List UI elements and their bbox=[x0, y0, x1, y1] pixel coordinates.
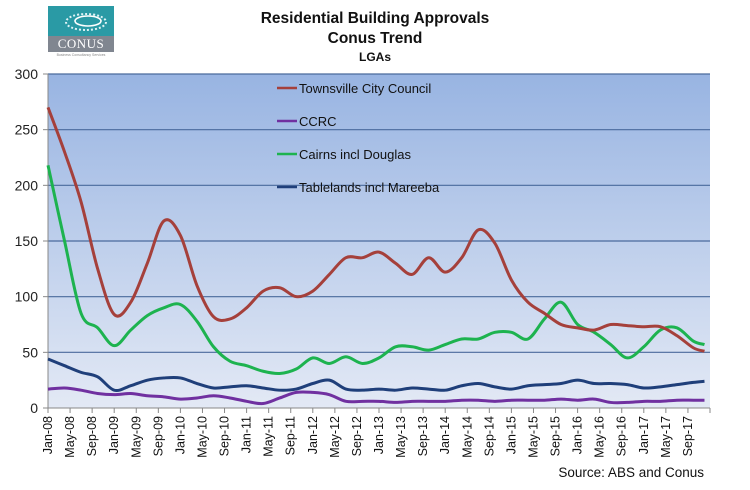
x-tick-label: Jan-15 bbox=[504, 416, 518, 454]
conus-logo: CONUS Business Consultancy Services bbox=[48, 6, 114, 58]
y-tick-label: 100 bbox=[15, 289, 39, 305]
x-tick-label: Jan-14 bbox=[438, 416, 452, 454]
legend-label: Townsville City Council bbox=[299, 81, 431, 96]
y-tick-label: 200 bbox=[15, 177, 39, 193]
legend-label: CCRC bbox=[299, 114, 337, 129]
x-tick-label: Jan-13 bbox=[372, 416, 386, 454]
x-tick-label: May-12 bbox=[328, 416, 342, 458]
series-line-tablelands-incl-mareeba bbox=[47, 357, 705, 392]
series-line-townsville-city-council bbox=[46, 106, 705, 353]
x-tick-label: Sep-17 bbox=[681, 416, 695, 456]
x-tick-label: Sep-08 bbox=[85, 416, 99, 456]
x-tick-label: May-09 bbox=[129, 416, 143, 458]
x-tick-label: Sep-14 bbox=[482, 416, 496, 456]
x-tick-label: May-14 bbox=[460, 416, 474, 458]
y-tick-label: 50 bbox=[22, 344, 38, 360]
source-note: Source: ABS and Conus bbox=[558, 465, 704, 480]
y-tick-label: 250 bbox=[15, 122, 39, 138]
legend-label: Cairns incl Douglas bbox=[299, 147, 411, 162]
legend-item: Townsville City Council bbox=[277, 81, 431, 96]
x-tick-label: May-11 bbox=[262, 416, 276, 457]
chart-subtitle: Conus Trend bbox=[327, 30, 423, 47]
legend-item: Cairns incl Douglas bbox=[277, 147, 411, 162]
legend-label: Tablelands incl Mareeba bbox=[299, 180, 440, 195]
x-tick-label: May-15 bbox=[526, 416, 540, 458]
y-tick-label: 150 bbox=[15, 233, 39, 249]
x-tick-label: Jan-10 bbox=[173, 416, 187, 454]
x-tick-label: Sep-13 bbox=[416, 416, 430, 456]
series-line-ccrc bbox=[47, 386, 705, 406]
x-tick-label: Jan-09 bbox=[107, 416, 121, 454]
x-tick-label: May-10 bbox=[195, 416, 209, 458]
x-tick-label: Sep-09 bbox=[151, 416, 165, 456]
legend-item: Tablelands incl Mareeba bbox=[277, 180, 440, 195]
x-tick-label: Sep-10 bbox=[218, 416, 232, 456]
chart-title: Residential Building Approvals bbox=[260, 10, 490, 27]
x-tick-label: Jan-16 bbox=[571, 416, 585, 454]
x-tick-label: May-16 bbox=[593, 416, 607, 458]
x-tick-label: May-13 bbox=[394, 416, 408, 458]
series-line-cairns-incl-douglas bbox=[46, 164, 705, 376]
y-tick-label: 0 bbox=[30, 400, 38, 416]
x-tick-label: Jan-17 bbox=[637, 416, 651, 454]
x-tick-label: May-17 bbox=[659, 416, 673, 458]
x-tick-label: Jan-08 bbox=[41, 416, 55, 454]
x-tick-label: Sep-16 bbox=[615, 416, 629, 456]
logo-swirl-icon bbox=[48, 6, 114, 36]
logo-tagline: Business Consultancy Services bbox=[56, 53, 106, 57]
legend-item: CCRC bbox=[277, 114, 337, 129]
y-tick-label: 300 bbox=[15, 66, 39, 82]
chart-subtitle-lgas: LGAs bbox=[358, 50, 391, 64]
x-tick-label: Sep-15 bbox=[549, 416, 563, 456]
x-tick-label: Jan-12 bbox=[306, 416, 320, 454]
logo-wordmark: CONUS bbox=[48, 36, 114, 52]
x-tick-label: May-08 bbox=[63, 416, 77, 458]
x-tick-label: Jan-11 bbox=[240, 416, 254, 453]
x-tick-label: Sep-11 bbox=[284, 416, 298, 455]
x-tick-label: Sep-12 bbox=[350, 416, 364, 456]
